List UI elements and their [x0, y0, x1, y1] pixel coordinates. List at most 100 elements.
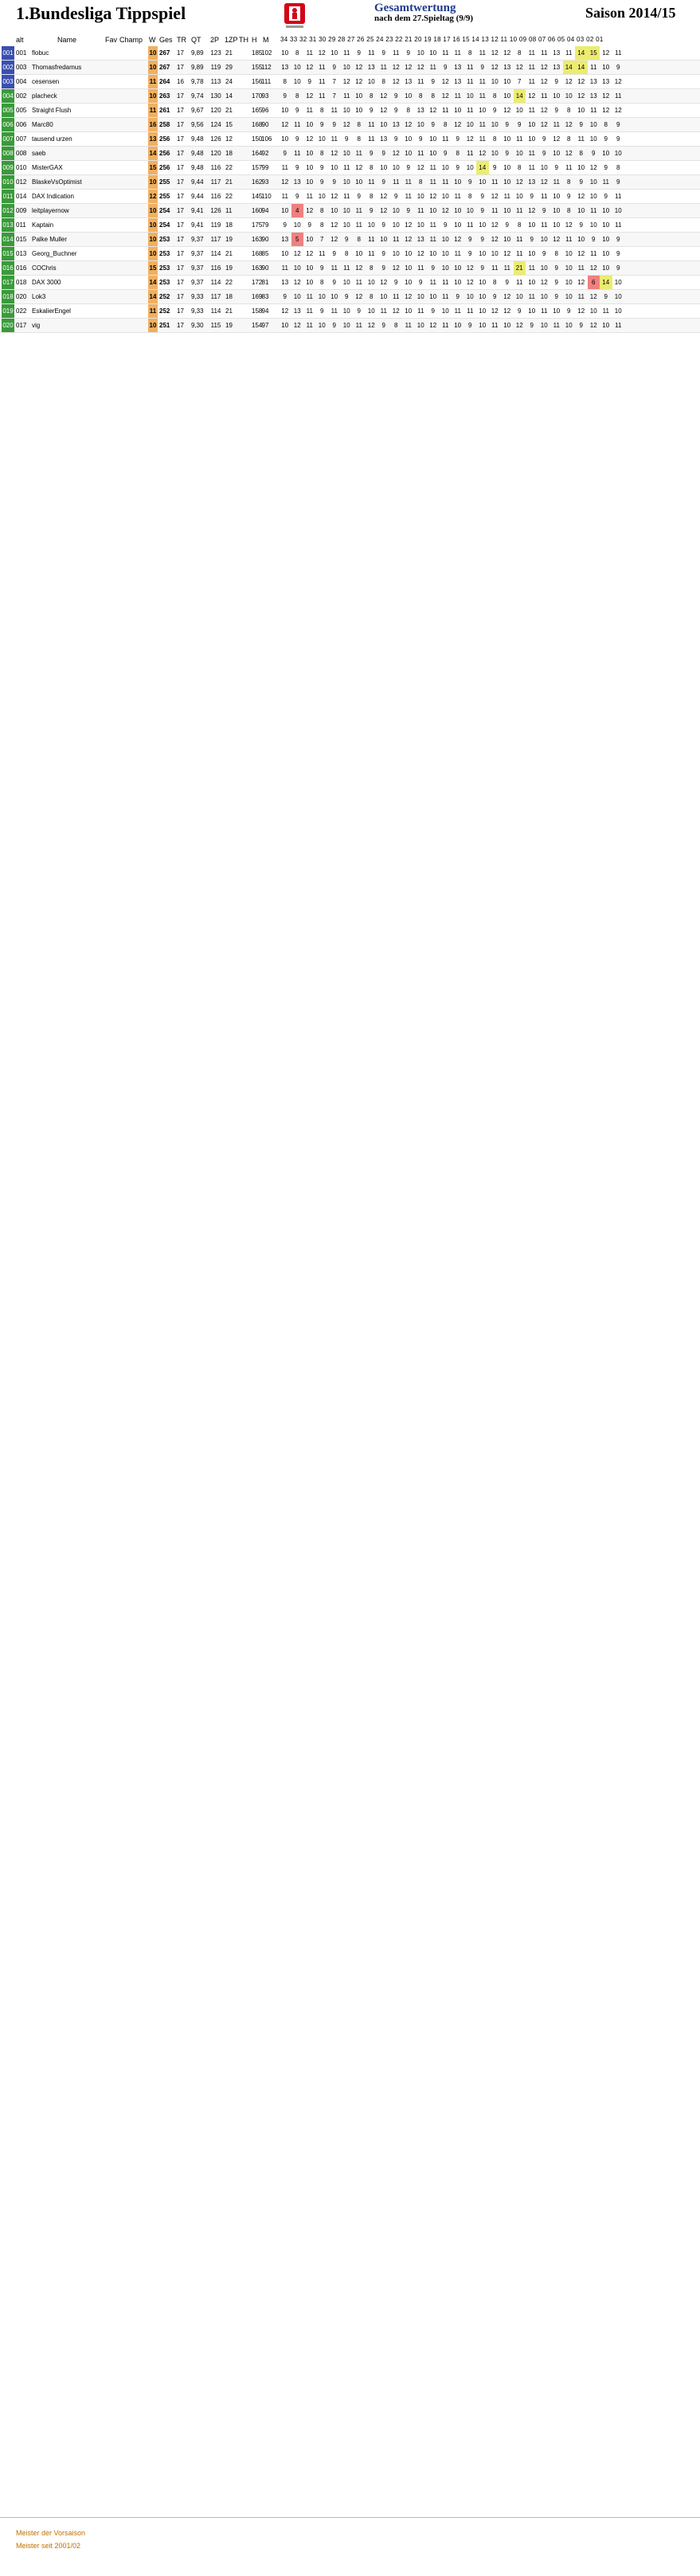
matchday-score: 12 — [540, 107, 548, 114]
matchday-score: 10 — [553, 92, 561, 100]
table-row: 014 015 Palke Muller 10 253 17 9,37 117 19 163 90 1… — [0, 233, 700, 247]
matchday-score: 13 — [553, 64, 561, 71]
matchday-score: 11 — [368, 250, 375, 257]
total-points: 252 — [159, 293, 170, 300]
matchday-score: 9 — [468, 322, 472, 329]
matchday-score: 10 — [342, 150, 350, 157]
matchday-score: 12 — [479, 150, 487, 157]
matchday-score: 10 — [306, 264, 314, 272]
m-value: 79 — [261, 221, 269, 229]
h-value: 172 — [252, 279, 263, 286]
matchday-score: 10 — [540, 236, 548, 243]
matchday-score: 10 — [441, 164, 449, 171]
matchday-score: 9 — [616, 250, 620, 257]
matchday-score: 10 — [503, 236, 511, 243]
matchday-score: 9 — [579, 322, 583, 329]
matchday-score: 10 — [355, 250, 363, 257]
matchday-score: 10 — [565, 293, 573, 300]
total-points: 263 — [159, 92, 170, 100]
col-ges: Ges — [159, 36, 173, 44]
matchday-score: 8 — [357, 236, 361, 243]
matchday-score: 11 — [330, 264, 338, 272]
matchday-score: 8 — [320, 107, 324, 114]
matchday-score: 12 — [380, 92, 388, 100]
week-points: 10 — [148, 175, 158, 189]
matchday-score: 9 — [542, 207, 546, 214]
matchday-score: 11 — [442, 107, 449, 114]
h-value: 157 — [252, 164, 263, 171]
matchday-score: 10 — [515, 150, 523, 157]
matchday-score: 9 — [345, 236, 349, 243]
week-points: 10 — [148, 204, 158, 217]
matchday-score: 10 — [565, 322, 573, 329]
matchday-score: 10 — [429, 49, 437, 57]
two-points: 114 — [210, 250, 221, 257]
matchday-score: 9 — [542, 250, 546, 257]
matchday-score: 10 — [491, 250, 499, 257]
matchday-score: 11 — [429, 164, 436, 171]
two-points: 123 — [210, 49, 221, 57]
tr-value: 17 — [177, 293, 184, 300]
matchday-scores: 9 11 10 8 12 10 11 9 9 12 10 11 10 9 8 11 12 10 9 10 11 9 10 12… — [279, 147, 624, 160]
matchday-score: 10 — [540, 293, 548, 300]
matchday-score: 12 — [515, 64, 523, 71]
matchday-score: 10 — [528, 279, 536, 286]
matchday-score: 10 — [416, 193, 424, 200]
matchday-score: 11 — [343, 92, 350, 100]
m-value: 90 — [261, 236, 269, 243]
matchday-score: 10 — [589, 178, 597, 186]
matchday-score: 13 — [416, 107, 424, 114]
two-points: 126 — [210, 207, 221, 214]
matchday-score: 12 — [293, 250, 301, 257]
h-value: 160 — [252, 207, 263, 214]
matchday-score: 14 — [476, 161, 489, 174]
matchday-score: 12 — [392, 264, 400, 272]
matchday-score: 11 — [516, 135, 523, 143]
tr-value: 17 — [177, 279, 184, 286]
matchday-score: 8 — [493, 279, 497, 286]
matchday-score: 12 — [503, 107, 511, 114]
matchday-score: 10 — [367, 307, 375, 315]
player-name: Kaptain — [32, 221, 54, 229]
matchday-score: 9 — [542, 135, 546, 143]
matchday-score: 9 — [406, 164, 410, 171]
col-qt: QT — [191, 36, 201, 44]
matchday-score: 10 — [602, 250, 610, 257]
matchday-score: 12 — [392, 64, 400, 71]
two-points: 126 — [210, 135, 221, 143]
matchday-score: 9 — [616, 236, 620, 243]
qt-value: 9,89 — [191, 49, 204, 57]
matchday-score: 8 — [444, 121, 448, 128]
matchday-score: 9 — [332, 121, 336, 128]
two-points: 117 — [210, 293, 221, 300]
player-name: cesensen — [32, 78, 60, 85]
matchday-score: 12 — [503, 307, 511, 315]
matchday-score: 9 — [332, 178, 336, 186]
table-row: 009 010 MisterGAX 15 256 17 9,48 116 22 157 99 11 9 1… — [0, 161, 700, 175]
column-header: alt Name Fav Champ W Ges TR QT 2P 1ZP TH… — [0, 35, 700, 46]
matchday-score: 11 — [516, 207, 523, 214]
matchday-score: 10 — [429, 150, 437, 157]
two-points: 114 — [210, 307, 221, 315]
matchday-score: 10 — [553, 207, 561, 214]
matchday-score: 10 — [589, 135, 597, 143]
one-zp: 22 — [225, 164, 233, 171]
matchday-score: 11 — [355, 207, 362, 214]
matchday-score: 12 — [441, 92, 449, 100]
matchday-score: 11 — [491, 207, 499, 214]
two-points: 113 — [210, 78, 221, 85]
matchday-score: 13 — [528, 178, 536, 186]
matchday-score: 12 — [330, 150, 338, 157]
matchday-score: 9 — [505, 221, 509, 229]
matchday-score: 8 — [518, 221, 522, 229]
matchday-score: 8 — [370, 264, 373, 272]
matchday-score: 12 — [416, 164, 424, 171]
matchday-score: 10 — [416, 322, 424, 329]
matchday-score: 9 — [283, 150, 287, 157]
matchday-scores: 9 10 9 8 12 10 11 10 9 10 12 10 11 9 10 11 10 12 9 8 10 11 10 1… — [279, 218, 624, 232]
player-name: BlaskeVsOptimist — [32, 178, 82, 186]
matchday-score: 11 — [541, 193, 548, 200]
rank-cell: 006 — [2, 118, 14, 131]
matchday-score: 11 — [479, 49, 486, 57]
rank-cell: 002 — [2, 61, 14, 74]
